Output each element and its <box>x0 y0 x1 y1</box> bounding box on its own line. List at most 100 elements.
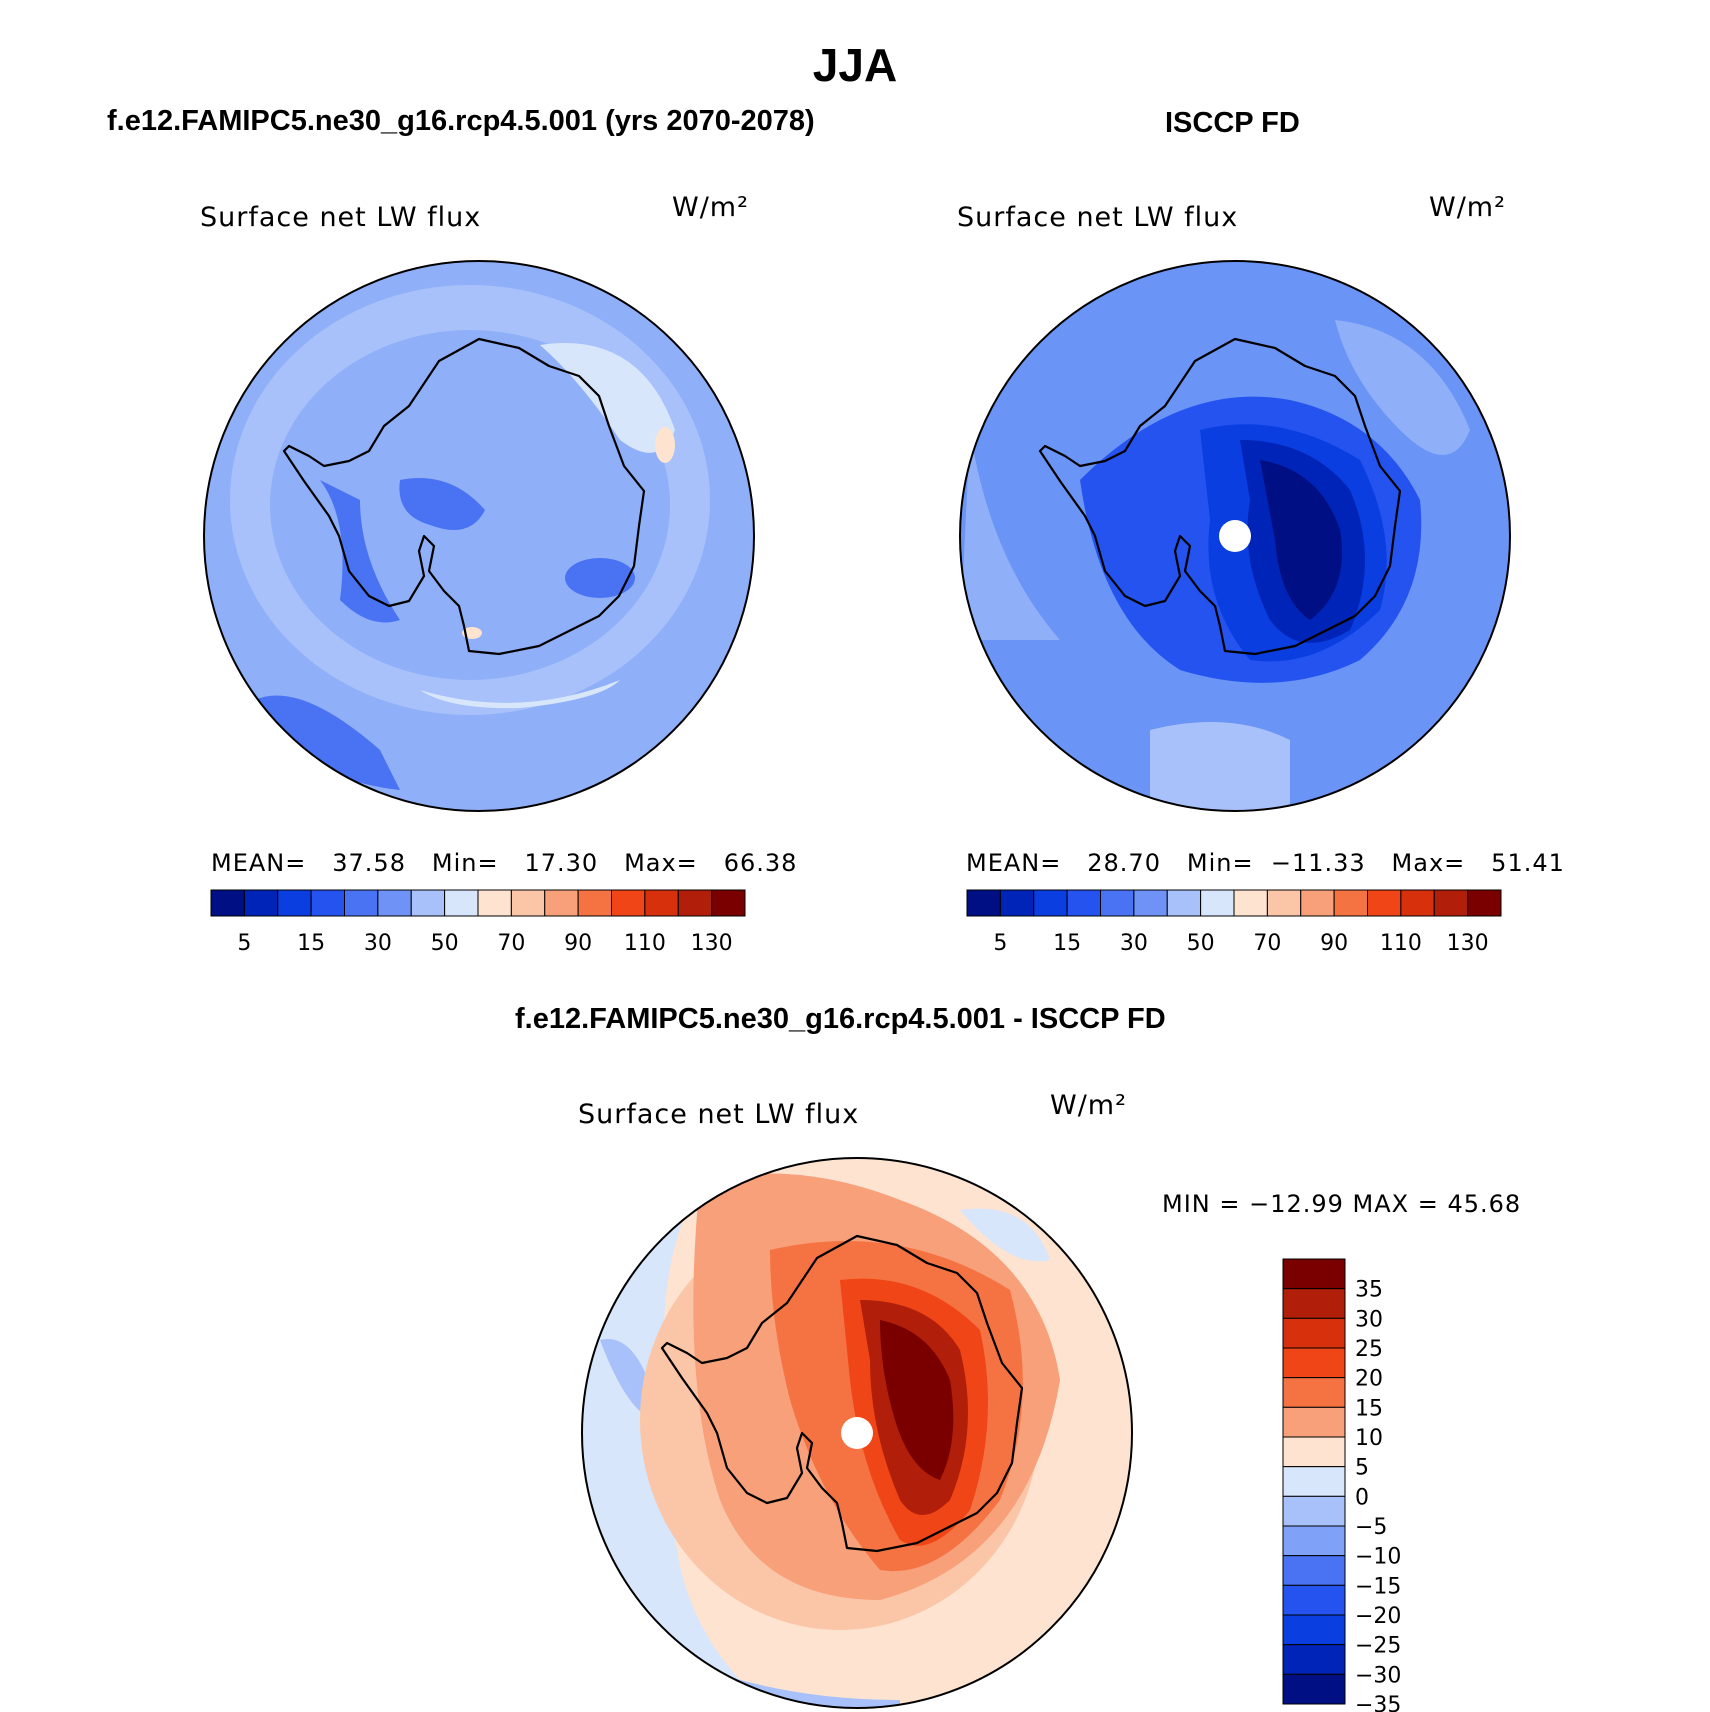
colorbar-model-swatch-3 <box>310 889 345 917</box>
colorbar-diff-tick-label: 30 <box>1355 1307 1383 1332</box>
colorbar-obs-swatch-5 <box>1133 889 1168 917</box>
colorbar-diff-swatch-2 <box>1282 1317 1346 1349</box>
colorbar-obs-tick-label: 130 <box>1447 931 1489 956</box>
colorbar-obs-tick-label: 5 <box>993 931 1007 956</box>
colorbar-diff-tick-label: −5 <box>1355 1515 1387 1540</box>
colorbar-model-tick-label: 15 <box>297 931 325 956</box>
colorbar-obs-swatch-6 <box>1166 889 1202 917</box>
colorbar-obs-tick-label: 50 <box>1187 931 1215 956</box>
panel-diff-stats: MIN = −12.99 MAX = 45.68 <box>1162 1190 1522 1218</box>
antarctica-coastline <box>660 1234 1024 1553</box>
colorbar-diff-swatch-0 <box>1282 1258 1346 1290</box>
mean-label: MEAN= <box>966 849 1062 877</box>
colorbar-model-tick-label: 70 <box>497 931 525 956</box>
antarctica-coastline <box>1038 337 1402 656</box>
figure-title: JJA <box>812 39 898 91</box>
colorbar-diff-tick-label: −35 <box>1355 1693 1401 1712</box>
colorbar-model-swatch-9 <box>510 889 546 917</box>
colorbar-model-swatch-11 <box>577 889 612 917</box>
colorbar-diff-swatch-11 <box>1282 1584 1346 1616</box>
colorbar-diff-swatch-3 <box>1282 1347 1346 1379</box>
colorbar-diff-tick-label: 35 <box>1355 1278 1383 1303</box>
mean-label: MEAN= <box>211 849 307 877</box>
panel-diff-title: f.e12.FAMIPC5.ne30_g16.rcp4.5.001 - ISCC… <box>515 1003 1166 1035</box>
panel-obs-stats: MEAN= 28.70 Min= −11.33 Max= 51.41 <box>966 849 1565 877</box>
max-label: Max= <box>624 849 698 877</box>
panel-obs-units: W/m² <box>1429 192 1506 223</box>
colorbar-obs-swatch-3 <box>1066 889 1101 917</box>
colorbar-model-swatch-15 <box>711 889 746 917</box>
max-label: Max= <box>1391 849 1466 877</box>
colorbar-model-swatch-2 <box>277 889 312 917</box>
colorbar-model: 5 15 30 50 70 90 110 130 <box>210 889 746 956</box>
panel-model-title: f.e12.FAMIPC5.ne30_g16.rcp4.5.001 (yrs 2… <box>107 105 815 137</box>
colorbar-diff-tick-label: 20 <box>1355 1367 1383 1392</box>
panel-diff-units: W/m² <box>1050 1090 1127 1121</box>
colorbar-obs-swatch-0 <box>966 889 1001 917</box>
colorbar-obs-tick-label: 110 <box>1380 931 1422 956</box>
colorbar-model-swatch-14 <box>677 889 713 917</box>
colorbar-diff-tick-label: −30 <box>1355 1663 1401 1688</box>
colorbar-model-swatch-1 <box>243 889 279 917</box>
diff-field-contours <box>582 1173 1060 1708</box>
max-value: 51.41 <box>1491 849 1565 877</box>
colorbar-diff-swatch-8 <box>1282 1495 1346 1527</box>
colorbar-diff-tick-label: 25 <box>1355 1337 1383 1362</box>
mean-value: 28.70 <box>1087 849 1161 877</box>
colorbar-diff-tick-label: −20 <box>1355 1604 1401 1629</box>
colorbar-obs-swatch-11 <box>1333 889 1368 917</box>
colorbar-obs-tick-label: 15 <box>1053 931 1081 956</box>
min-label: Min= <box>431 849 499 877</box>
max-value: 66.38 <box>723 849 798 877</box>
colorbar-model-tick-label: 5 <box>237 931 251 956</box>
colorbar-model-swatch-0 <box>210 889 245 917</box>
colorbar-model-swatch-10 <box>544 889 579 917</box>
min-label: Min= <box>1186 849 1254 877</box>
panel-diff-variable: Surface net LW flux <box>578 1099 860 1130</box>
colorbar-obs-swatch-14 <box>1433 889 1469 917</box>
colorbar-diff-swatch-12 <box>1282 1614 1346 1646</box>
colorbar-obs-tick-label: 30 <box>1120 931 1148 956</box>
colorbar-model-tick-label: 90 <box>564 931 592 956</box>
panel-diff-map <box>581 1157 1133 1709</box>
colorbar-diff-swatch-13 <box>1282 1644 1346 1675</box>
colorbar-model-tick-label: 110 <box>624 931 666 956</box>
colorbar-model-swatch-5 <box>377 889 412 917</box>
colorbar-obs-swatch-4 <box>1100 889 1135 917</box>
antarctica-coastline <box>282 337 646 656</box>
colorbar-diff-swatch-5 <box>1282 1406 1346 1438</box>
colorbar-obs-tick-label: 90 <box>1320 931 1348 956</box>
colorbar-obs-swatch-15 <box>1467 889 1502 917</box>
colorbar-obs-tick-label: 70 <box>1253 931 1281 956</box>
colorbar-diff: 35 30 25 20 15 10 5 0 −5 −10 −15 −20 −25 −30 −35 <box>1282 1258 1401 1712</box>
colorbar-diff-tick-label: 10 <box>1355 1426 1383 1451</box>
colorbar-diff-swatch-14 <box>1282 1673 1346 1705</box>
model-field-contours <box>230 285 710 790</box>
colorbar-model-swatch-13 <box>644 889 679 917</box>
colorbar-diff-swatch-10 <box>1282 1555 1346 1586</box>
colorbar-diff-tick-label: −10 <box>1355 1545 1401 1570</box>
panel-obs-title: ISCCP FD <box>1165 107 1300 139</box>
colorbar-obs-swatch-8 <box>1233 889 1268 917</box>
panel-model-stats: MEAN= 37.58 Min= 17.30 Max= 66.38 <box>211 849 797 877</box>
panel-model-variable: Surface net LW flux <box>200 202 482 233</box>
colorbar-obs-swatch-2 <box>1033 889 1068 917</box>
colorbar-model-tick-label: 30 <box>364 931 392 956</box>
colorbar-diff-swatch-6 <box>1282 1436 1346 1468</box>
colorbar-diff-tick-label: −15 <box>1355 1574 1401 1599</box>
panel-model-units: W/m² <box>672 192 749 223</box>
panel-obs-map <box>959 260 1511 812</box>
colorbar-model-swatch-8 <box>477 889 512 917</box>
colorbar-diff-tick-label: 0 <box>1355 1485 1369 1510</box>
colorbar-model-swatch-7 <box>444 889 479 917</box>
colorbar-obs-swatch-9 <box>1266 889 1302 917</box>
colorbar-obs: 5 15 30 50 70 90 110 130 <box>966 889 1502 956</box>
colorbar-model-swatch-4 <box>344 889 379 917</box>
min-value: 17.30 <box>524 849 599 877</box>
colorbar-obs-swatch-10 <box>1300 889 1335 917</box>
colorbar-diff-tick-label: 15 <box>1355 1396 1383 1421</box>
colorbar-diff-swatch-1 <box>1282 1288 1346 1319</box>
panel-obs-variable: Surface net LW flux <box>957 202 1239 233</box>
panel-model-map <box>203 260 755 812</box>
